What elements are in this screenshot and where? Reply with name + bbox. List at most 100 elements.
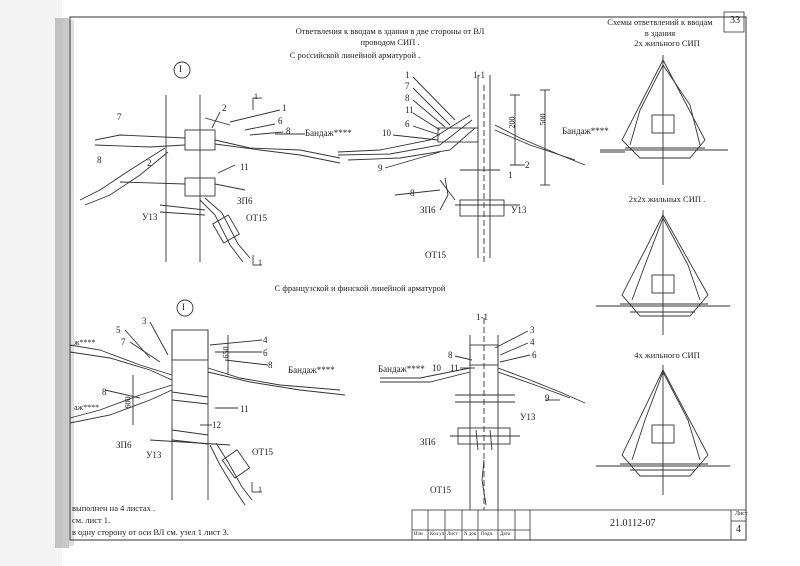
callout-3p6: ЗП6	[420, 205, 436, 215]
callout-u13: У13	[520, 412, 536, 422]
callout-8b: 8	[410, 188, 415, 198]
callout-4: 4	[263, 335, 268, 345]
callout-u13: У13	[511, 205, 527, 215]
callout-8: 8	[286, 126, 291, 136]
section-mark-top: 1	[254, 92, 258, 101]
scheme-2-core	[600, 55, 728, 185]
callout-11: 11	[450, 363, 459, 373]
section-mark-bottom-2: 1	[258, 485, 262, 494]
scheme-2-title: 2х2х жильных СИП .	[628, 194, 706, 204]
callout-3: 3	[142, 316, 147, 326]
main-title-line-1: Ответвления к вводам в здания в две стор…	[295, 26, 485, 36]
dim-600: 600	[123, 396, 133, 409]
callout-11: 11	[240, 162, 249, 172]
view-marker-label: I	[179, 64, 182, 74]
tb-col-data: Дата	[500, 532, 510, 537]
callout-7: 7	[121, 337, 126, 347]
tb-col-koluch: Кол.уч	[430, 532, 445, 537]
callout-11: 11	[240, 404, 249, 414]
scan-edge	[0, 0, 62, 566]
callout-1: 1	[282, 103, 287, 113]
callout-8: 8	[448, 350, 453, 360]
callout-ot15: ОТ15	[430, 485, 451, 495]
sheet-number: 4	[736, 524, 741, 535]
tb-col-ndok: N док	[464, 532, 477, 537]
callout-8: 8	[405, 93, 410, 103]
callout-8: 8	[268, 360, 273, 370]
callout-10: 10	[382, 128, 391, 138]
scheme-3-title: 4х жильного СИП	[634, 350, 700, 360]
callout-2b: 2	[147, 158, 152, 168]
callout-5: 5	[116, 325, 121, 335]
diagram-russian-section-view	[337, 75, 586, 262]
callout-1b: 1	[508, 170, 513, 180]
dim-500: 500	[538, 113, 548, 126]
callout-6: 6	[263, 348, 268, 358]
callout-2: 2	[525, 160, 530, 170]
title-block	[411, 509, 747, 541]
dim-200: 200	[507, 116, 517, 129]
tb-col-list: Лист	[447, 532, 458, 537]
diagram-french-front-view	[69, 321, 346, 506]
bandage-label-3: Бандаж****	[288, 365, 335, 375]
section-title-1-1-b: 1-1	[476, 312, 488, 322]
callout-3p6: ЗП6	[116, 440, 132, 450]
callout-2: 2	[222, 103, 227, 113]
document-code: 21.0112-07	[610, 518, 656, 529]
callout-3p6: ЗП6	[237, 196, 253, 206]
note-line-3: в одну сторону от оси ВЛ см. узел 1 лист…	[72, 527, 229, 537]
callout-ot15: ОТ15	[252, 447, 273, 457]
scan-shadow	[55, 18, 69, 548]
note-line-2: см. лист 1.	[72, 515, 111, 525]
view-marker-circle	[173, 61, 191, 79]
scheme-1-title: 2х жильного СИП	[634, 38, 700, 48]
bandage-left-1: ж****	[74, 338, 96, 347]
bandage-label-4: Бандаж****	[378, 364, 425, 374]
schemes-title: Схемы ответвлений к вводам в здания	[595, 17, 725, 39]
callout-9: 9	[378, 163, 383, 173]
section-title-1-1: 1-1	[473, 70, 485, 80]
scheme-4-core	[596, 365, 730, 495]
callout-4: 4	[530, 337, 535, 347]
scheme-2x2-core	[596, 210, 730, 335]
subtitle-french: С французской и финской линейной арматур…	[274, 283, 446, 293]
diagram-russian-front-view	[79, 95, 341, 266]
bandage-label: Бандаж****	[305, 128, 352, 138]
callout-6: 6	[405, 119, 410, 129]
page-number-box	[723, 11, 745, 33]
bandage-label-2: Бандаж****	[562, 126, 609, 136]
view-marker-circle-2	[176, 299, 194, 317]
diagram-french-section-view	[380, 318, 586, 510]
callout-8b: 8	[97, 155, 102, 165]
section-mark-bottom: 1	[258, 258, 262, 267]
callout-7: 7	[117, 112, 122, 122]
callout-6: 6	[278, 116, 283, 126]
page-number: 33	[730, 15, 740, 26]
bandage-left-2: аж****	[74, 403, 100, 412]
frame-border	[69, 16, 747, 541]
tb-col-podp: Подп.	[481, 532, 494, 537]
callout-3: 3	[530, 325, 535, 335]
dim-650: 650	[221, 346, 231, 359]
callout-8b: 8	[102, 387, 107, 397]
view-marker-label-2: I	[182, 302, 185, 312]
callout-u13: У13	[146, 450, 162, 460]
callout-ot15: ОТ15	[425, 250, 446, 260]
callout-7: 7	[405, 81, 410, 91]
note-line-1: выполнен на 4 листах .	[72, 503, 156, 513]
callout-6: 6	[532, 350, 537, 360]
callout-1: 1	[405, 70, 410, 80]
subtitle-russian: С российской линейной арматурой .	[289, 50, 421, 60]
tb-col-izm: Изм	[414, 532, 423, 537]
callout-u13: У13	[142, 212, 158, 222]
callout-10: 10	[432, 363, 441, 373]
callout-9: 9	[545, 393, 550, 403]
main-title-line-2: проводом СИП .	[360, 37, 420, 47]
callout-12: 12	[212, 420, 221, 430]
schemes-title-line-1: Схемы ответвлений к вводам	[607, 17, 713, 27]
sheet-label: Лист	[735, 511, 748, 517]
main-title: Ответвления к вводам в здания в две стор…	[270, 26, 510, 48]
callout-ot15: ОТ15	[246, 213, 267, 223]
